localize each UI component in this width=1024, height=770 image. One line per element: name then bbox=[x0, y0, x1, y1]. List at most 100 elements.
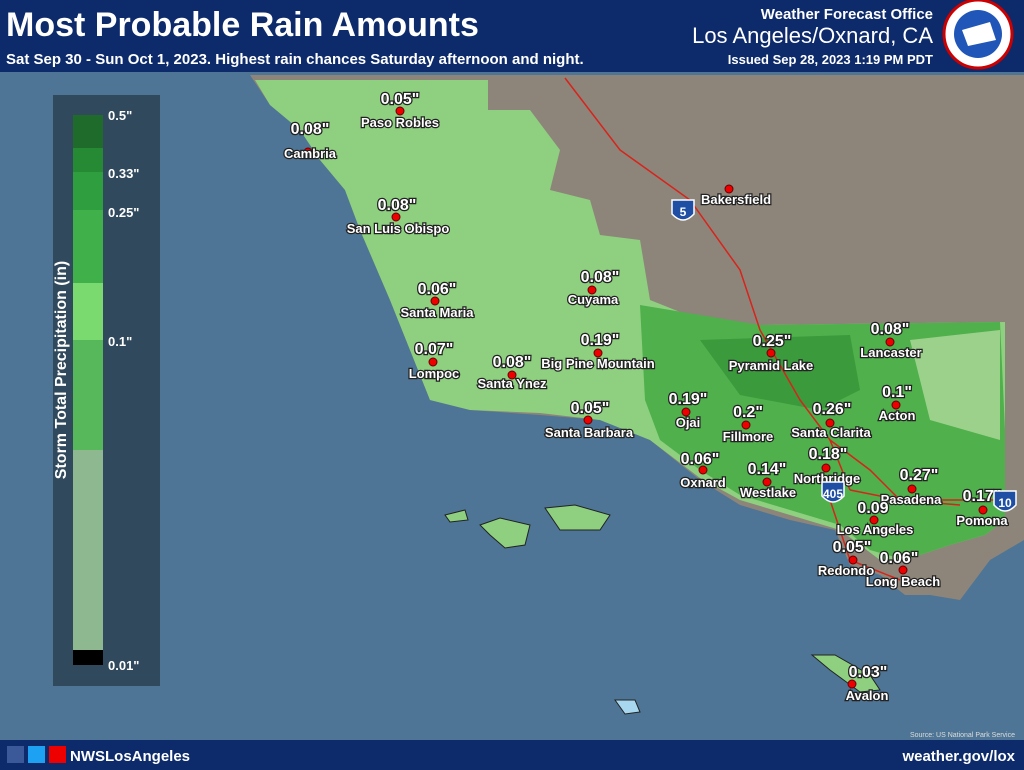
city-dot bbox=[978, 505, 988, 515]
wettest-area bbox=[700, 335, 860, 410]
color-bar bbox=[73, 115, 103, 665]
city-dot bbox=[741, 420, 751, 430]
rain-amount: 0.14" bbox=[748, 461, 787, 478]
legend-label: 0.1" bbox=[108, 334, 132, 349]
city-name: Long Beach bbox=[866, 574, 940, 589]
rain-amount: 0.08" bbox=[581, 269, 620, 286]
city-dot bbox=[762, 477, 772, 487]
rain-amount: 0.06" bbox=[418, 281, 457, 298]
city-dot bbox=[593, 348, 603, 358]
color-step bbox=[73, 210, 103, 283]
city-dot bbox=[724, 184, 734, 194]
island bbox=[444, 509, 469, 523]
rain-amount: 0.05" bbox=[833, 539, 872, 556]
rain-amount: 0.18" bbox=[809, 446, 848, 463]
city-name: Santa Clarita bbox=[791, 425, 871, 440]
city-name: Lompoc bbox=[409, 366, 460, 381]
highway-number: 5 bbox=[680, 205, 687, 219]
city-dot bbox=[821, 463, 831, 473]
location: Los Angeles/Oxnard, CA bbox=[692, 23, 933, 48]
city-name: Ojai bbox=[676, 415, 701, 430]
city-name: Pyramid Lake bbox=[729, 358, 814, 373]
legend-label: 0.01" bbox=[108, 658, 139, 673]
city-name: Santa Maria bbox=[401, 305, 475, 320]
city-dot bbox=[766, 348, 776, 358]
city-dot bbox=[848, 555, 858, 565]
city-dot bbox=[583, 415, 593, 425]
rain-amount: 0.09 bbox=[857, 500, 888, 517]
rain-amount: 0.05" bbox=[571, 400, 610, 417]
city-dot bbox=[891, 400, 901, 410]
city-dot bbox=[395, 106, 405, 116]
island bbox=[544, 504, 611, 531]
legend-title: Storm Total Precipitation (in) bbox=[53, 261, 70, 479]
labels: 0.5" 0.33" 0.25" 0.1" 0.01" 0.05" Paso Robles 0… bbox=[108, 90, 1017, 704]
issued: Issued Sep 28, 2023 1:19 PM PDT bbox=[728, 52, 933, 67]
highway-shield bbox=[993, 490, 1017, 512]
city-name: Santa Ynez bbox=[477, 376, 547, 391]
city-name: Pasadena bbox=[881, 492, 942, 507]
city-dot bbox=[430, 296, 440, 306]
legend-label: 0.25" bbox=[108, 205, 139, 220]
rain-amount: 0.05" bbox=[381, 91, 420, 108]
rain-amount: 0.06" bbox=[681, 451, 720, 468]
social-handle[interactable]: NWSLosAngeles bbox=[70, 748, 190, 765]
twitter-icon[interactable] bbox=[28, 746, 45, 763]
rain-amount: 0.25" bbox=[753, 333, 792, 350]
city-dot bbox=[698, 465, 708, 475]
color-step bbox=[73, 172, 103, 210]
legend-box bbox=[53, 95, 160, 686]
rain-amount: 0.06" bbox=[880, 550, 919, 567]
city-dot bbox=[391, 212, 401, 222]
city-name: Paso Robles bbox=[361, 115, 439, 130]
highway-shield bbox=[821, 481, 845, 503]
city-name: Redondo bbox=[818, 563, 874, 578]
city-dot bbox=[681, 407, 691, 417]
city-name: Fillmore bbox=[723, 429, 774, 444]
color-step bbox=[73, 283, 103, 340]
island bbox=[810, 654, 881, 693]
rain-amount: 0.08" bbox=[291, 121, 330, 138]
city-name: Los Angeles bbox=[837, 522, 914, 537]
highway-number: 405 bbox=[823, 487, 843, 501]
legend-label: 0.5" bbox=[108, 108, 132, 123]
color-step bbox=[73, 340, 103, 450]
city-name: Cuyama bbox=[568, 292, 619, 307]
city-dot bbox=[907, 484, 917, 494]
title: Most Probable Rain Amounts bbox=[6, 6, 479, 44]
city-name: Pomona bbox=[956, 513, 1008, 528]
city-dot bbox=[428, 357, 438, 367]
city-name: Acton bbox=[879, 408, 916, 423]
highway-number: 10 bbox=[998, 496, 1012, 510]
city-name: San Luis Obispo bbox=[347, 221, 450, 236]
city-name: Oxnard bbox=[680, 475, 726, 490]
city-dot bbox=[869, 515, 879, 525]
city-name: Cambria bbox=[284, 146, 337, 161]
website[interactable]: weather.gov/lox bbox=[901, 748, 1015, 765]
color-step bbox=[73, 115, 103, 148]
city-name: Santa Barbara bbox=[545, 425, 634, 440]
highway-shield bbox=[671, 199, 695, 221]
city-dot bbox=[587, 285, 597, 295]
office: Weather Forecast Office bbox=[761, 6, 933, 23]
desert-area bbox=[910, 330, 1000, 440]
city-name: Lancaster bbox=[860, 345, 921, 360]
city-name: Bakersfield bbox=[701, 192, 771, 207]
legend-label: 0.33" bbox=[108, 166, 139, 181]
city-dot bbox=[885, 337, 895, 347]
footer-bar bbox=[0, 740, 1024, 770]
header-bar bbox=[0, 0, 1024, 72]
color-step bbox=[73, 148, 103, 172]
facebook-icon[interactable] bbox=[7, 746, 24, 763]
youtube-icon[interactable] bbox=[49, 746, 66, 763]
source: Source: US National Park Service bbox=[910, 732, 1015, 739]
rain-amount: 0.17" bbox=[963, 488, 1002, 505]
city-dot bbox=[507, 370, 517, 380]
city-name: Westlake bbox=[740, 485, 796, 500]
rain-amount: 0.1" bbox=[882, 384, 912, 401]
rain-amount: 0.19" bbox=[669, 391, 708, 408]
city-dot bbox=[825, 418, 835, 428]
city-name: Big Pine Mountain bbox=[541, 356, 654, 371]
nws-logo bbox=[942, 0, 1014, 70]
